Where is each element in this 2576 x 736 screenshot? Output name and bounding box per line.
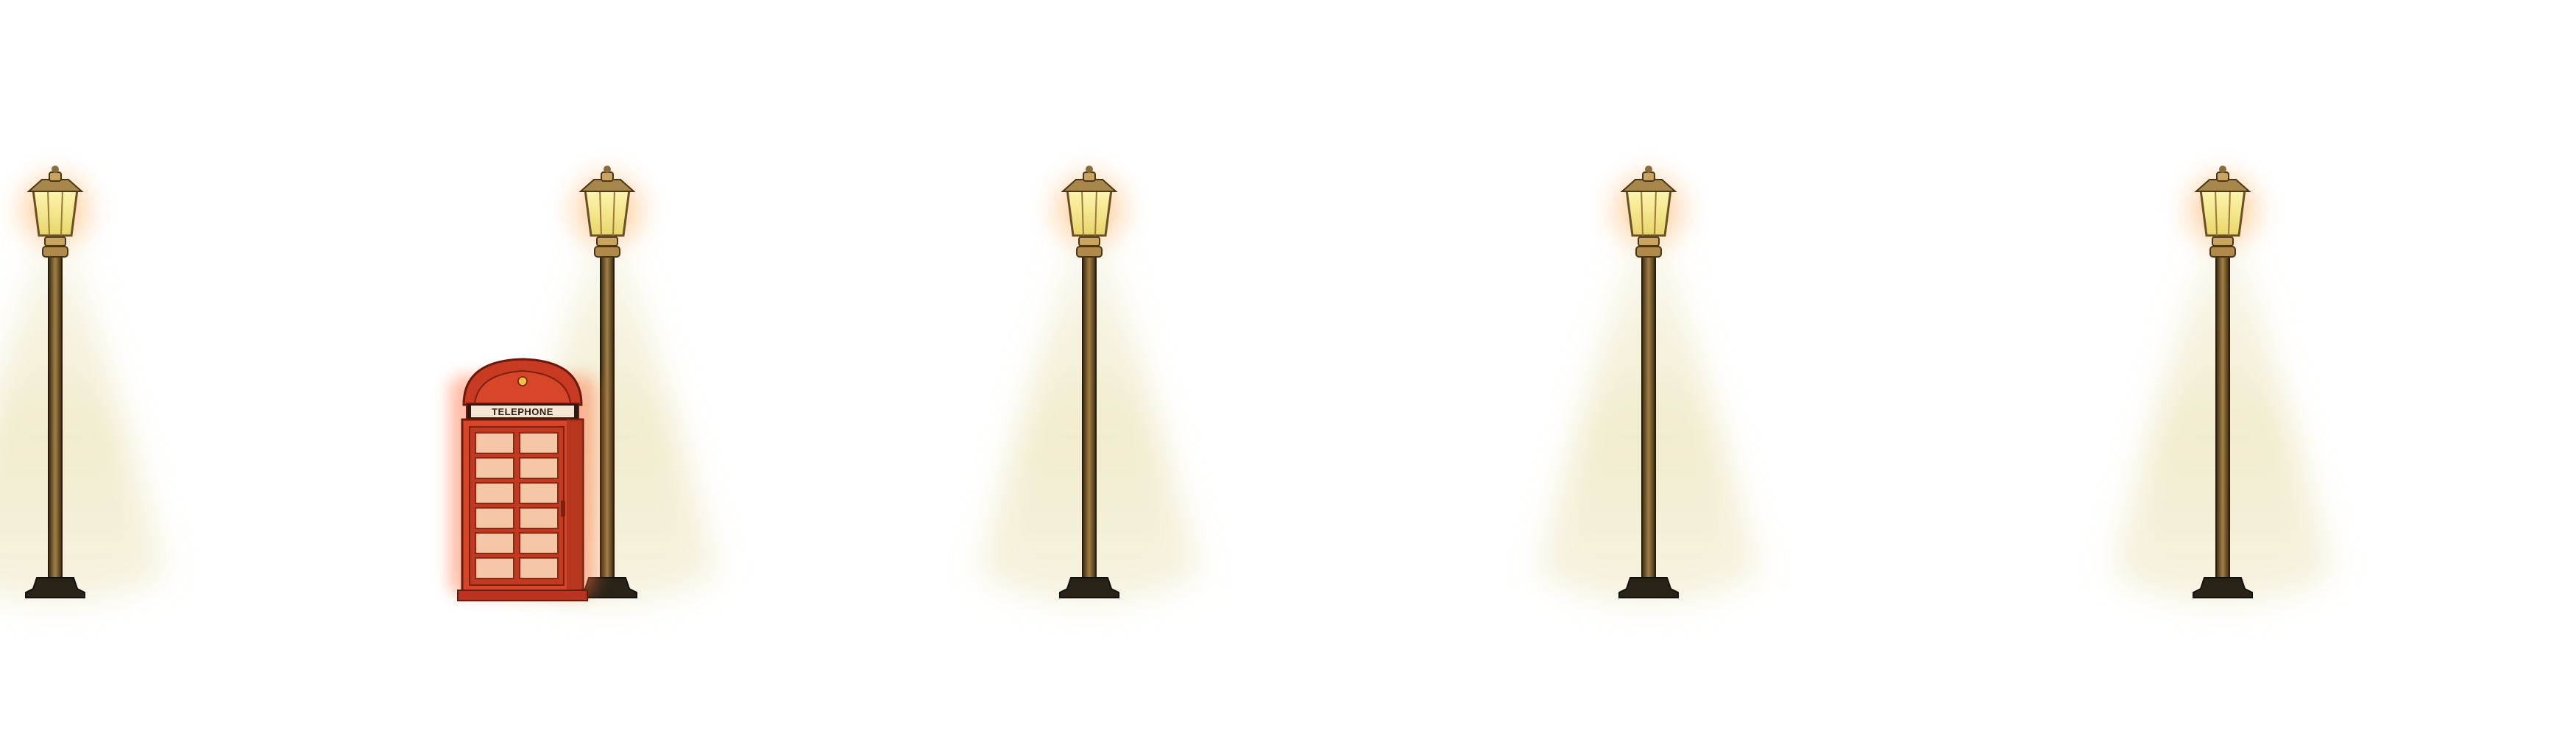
- telephone-booth: TELEPHONE: [442, 346, 604, 611]
- street-lamp-4: [1494, 0, 1803, 736]
- street-lamp-5: [2068, 0, 2377, 736]
- street-lamp-3: [935, 0, 1244, 736]
- street-lamp-1: [0, 0, 210, 736]
- street-lamp-icon: [2068, 0, 2377, 736]
- booth-sign: TELEPHONE: [492, 406, 553, 417]
- telephone-booth-icon: TELEPHONE: [449, 358, 596, 601]
- street-lamp-icon: [1494, 0, 1803, 736]
- street-lamp-icon: [0, 0, 210, 736]
- street-lamp-icon: [935, 0, 1244, 736]
